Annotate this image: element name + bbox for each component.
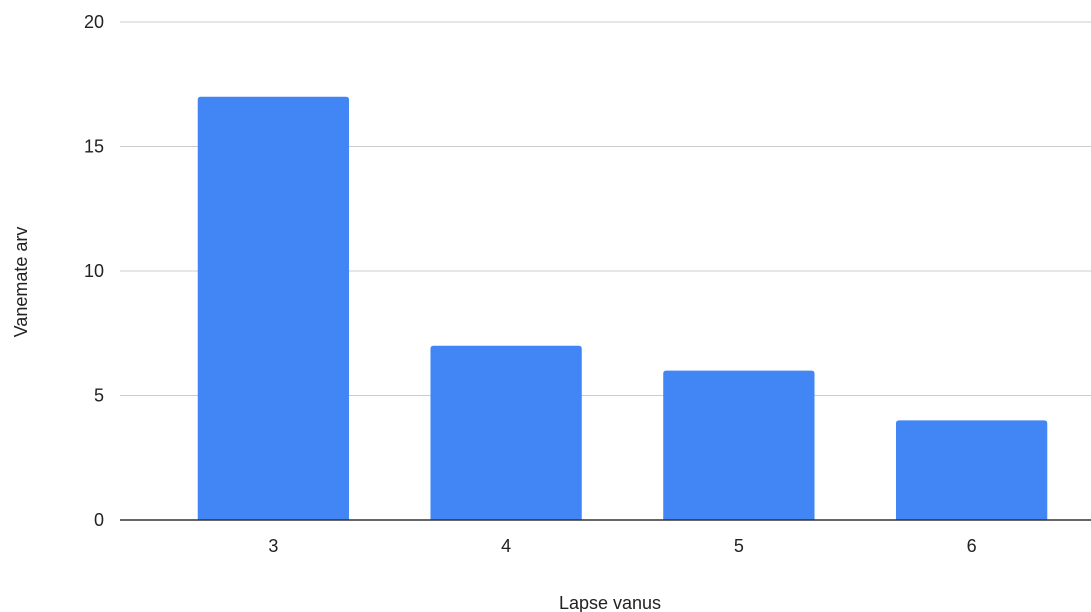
- y-tick-label: 5: [94, 386, 104, 406]
- y-tick-label: 15: [84, 137, 104, 157]
- y-axis-title: Vanemate arv: [11, 227, 31, 338]
- x-tick-labels: 3 4 5 6: [268, 536, 976, 556]
- x-tick-label: 6: [967, 536, 977, 556]
- y-tick-label: 20: [84, 12, 104, 32]
- y-tick-label: 0: [94, 510, 104, 530]
- bar-3: [197, 96, 350, 520]
- bar-5: [663, 370, 815, 520]
- bar-4: [430, 345, 582, 520]
- bar-6: [895, 420, 1048, 520]
- y-tick-label: 10: [84, 261, 104, 281]
- y-tick-labels: 0 5 10 15 20: [84, 12, 104, 530]
- x-tick-label: 4: [501, 536, 511, 556]
- bars: [197, 96, 1048, 520]
- x-tick-label: 5: [734, 536, 744, 556]
- x-axis-title: Lapse vanus: [559, 593, 661, 612]
- x-tick-label: 3: [268, 536, 278, 556]
